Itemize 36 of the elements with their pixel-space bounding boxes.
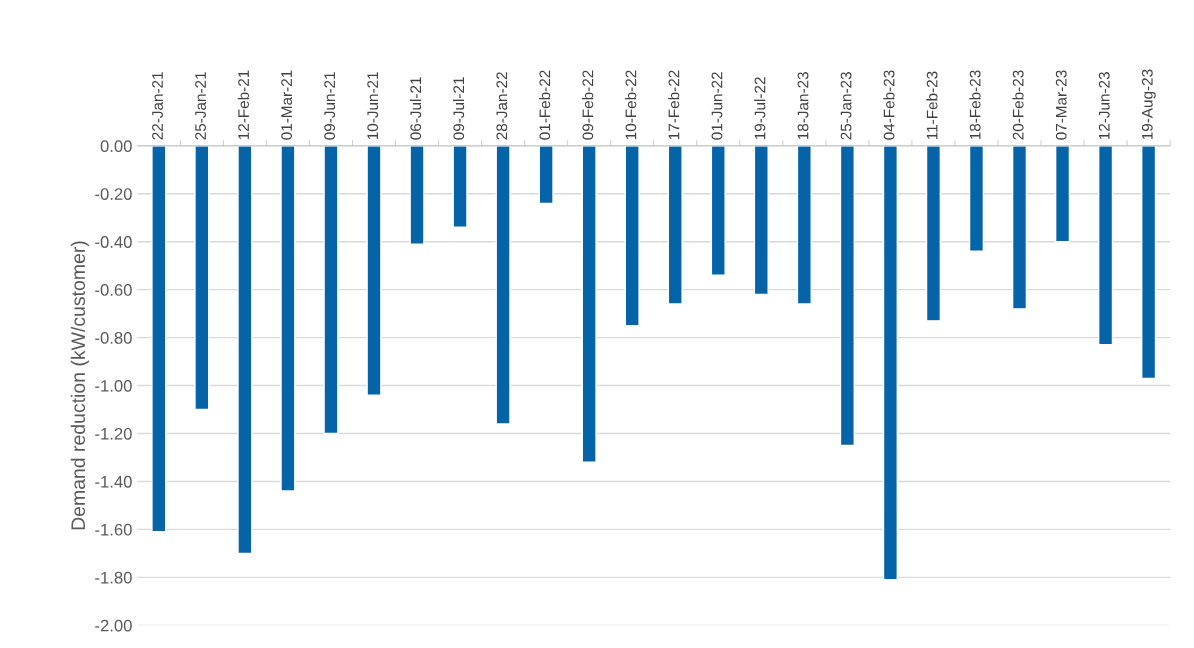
y-tick-label: -0.60 [95,284,132,296]
x-tick-label: 22-Jan-21 [152,72,163,140]
x-tick-label: 18-Feb-23 [969,70,981,140]
y-tick-label: -1.00 [95,379,132,392]
y-tick-label: -1.20 [95,427,132,440]
y-tick-label: -2.00 [95,619,132,632]
x-tick-label: 19-Aug-23 [1141,69,1156,140]
x-tick-label: 01-Jun-22 [711,72,723,140]
x-tick-label: 01-Feb-22 [539,70,551,140]
x-tick-label: 09-Feb-22 [582,70,594,140]
y-tick-label: -1.40 [95,475,132,488]
x-tick-label: 25-Jan-23 [840,72,852,140]
x-tick-label: 10-Feb-22 [625,70,637,140]
x-tick-label: 04-Feb-23 [883,70,895,140]
y-tick-label: -0.20 [95,188,132,200]
x-tick-label: 01-Mar-21 [281,70,293,140]
x-tick-label: 17-Feb-22 [668,70,680,140]
x-tick-label: 25-Jan-21 [195,72,206,140]
x-tick-label: 07-Mar-23 [1055,70,1067,140]
y-tick-label: 0.00 [100,140,132,152]
x-tick-label: 11-Feb-23 [926,71,938,140]
y-tick-label: -0.80 [95,332,132,344]
x-tick-label: 20-Feb-23 [1012,70,1024,140]
y-tick-label: -1.80 [95,571,132,584]
x-tick-label: 06-Jul-21 [409,77,422,140]
y-axis-title: Demand reduction (kW/customer) [70,241,89,530]
x-tick-label: 28-Jan-22 [496,72,508,140]
x-tick-label: 18-Jan-23 [797,72,809,140]
x-tick-label: 09-Jul-21 [452,77,465,140]
x-tick-label: 10-Jun-21 [367,72,379,140]
x-tick-label: 19-Jul-22 [754,77,766,140]
x-tick-label: 09-Jun-21 [324,72,336,140]
x-tick-label: 12-Jun-23 [1098,72,1110,140]
y-tick-label: -0.40 [95,236,132,248]
x-tick-label: 12-Feb-21 [237,70,249,140]
y-tick-label: -1.60 [95,523,132,536]
